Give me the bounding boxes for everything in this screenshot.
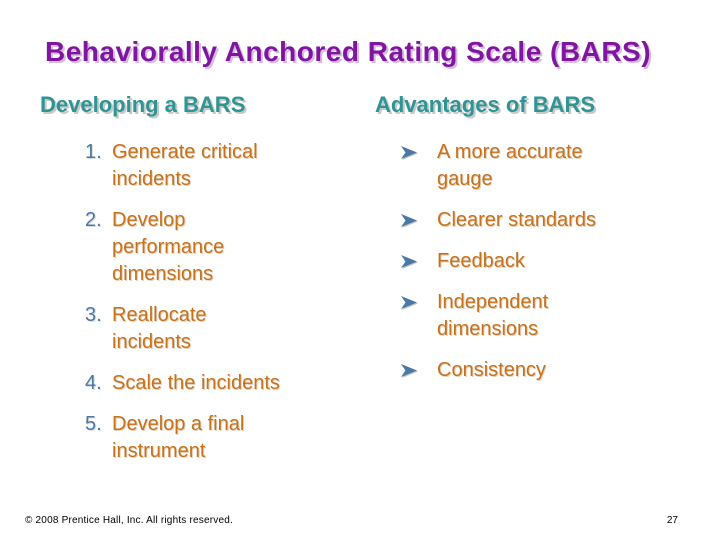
list-item: A more accurate gauge bbox=[375, 139, 700, 193]
list-number: 1. bbox=[85, 141, 102, 163]
list-item-text: A more accurate gauge bbox=[437, 141, 583, 190]
list-item-text: Develop performance dimensions bbox=[112, 209, 225, 285]
column-advantages-bars: Advantages of BARS A more accurate gauge… bbox=[375, 92, 700, 465]
slide-title: Behaviorally Anchored Rating Scale (BARS… bbox=[45, 36, 652, 67]
arrowhead-bullet-icon bbox=[400, 248, 437, 270]
list-item-text: Scale the incidents bbox=[112, 372, 280, 394]
list-item: Independent dimensions bbox=[375, 289, 700, 343]
column-developing-bars: Developing a BARS 1. Generate critical i… bbox=[40, 92, 375, 465]
list-item: 3. Reallocate incidents bbox=[40, 302, 375, 356]
list-number: 4. bbox=[85, 372, 102, 394]
list-number: 5. bbox=[85, 413, 102, 435]
developing-steps-list: 1. Generate critical incidents 2. Develo… bbox=[40, 139, 375, 465]
arrowhead-bullet-icon bbox=[400, 139, 437, 161]
arrowhead-bullet-icon bbox=[400, 289, 437, 311]
list-number: 2. bbox=[85, 209, 102, 231]
list-item: Consistency bbox=[375, 357, 700, 384]
content-columns: Developing a BARS 1. Generate critical i… bbox=[0, 92, 720, 465]
copyright-text: © 2008 Prentice Hall, Inc. All rights re… bbox=[25, 515, 233, 526]
column-heading-advantages: Advantages of BARS bbox=[375, 92, 596, 117]
list-item: 1. Generate critical incidents bbox=[40, 139, 375, 193]
list-item: Feedback bbox=[375, 248, 700, 275]
list-item-text: Generate critical incidents bbox=[112, 141, 258, 190]
list-item-text: Clearer standards bbox=[437, 209, 596, 231]
list-item-text: Feedback bbox=[437, 250, 525, 272]
list-item: 5. Develop a final instrument bbox=[40, 411, 375, 465]
list-item: 4. Scale the incidents bbox=[40, 370, 375, 397]
list-item-text: Reallocate incidents bbox=[112, 304, 207, 353]
advantages-list: A more accurate gauge Clearer standards … bbox=[375, 139, 700, 384]
arrowhead-bullet-icon bbox=[400, 357, 437, 379]
list-item-text: Consistency bbox=[437, 359, 546, 381]
arrowhead-bullet-icon bbox=[400, 207, 437, 229]
page-number: 27 bbox=[666, 515, 678, 526]
list-item-text: Develop a final instrument bbox=[112, 413, 245, 462]
list-item: 2. Develop performance dimensions bbox=[40, 207, 375, 288]
list-item: Clearer standards bbox=[375, 207, 700, 234]
list-number: 3. bbox=[85, 304, 102, 326]
column-heading-developing: Developing a BARS bbox=[40, 92, 246, 117]
list-item-text: Independent dimensions bbox=[437, 291, 549, 340]
